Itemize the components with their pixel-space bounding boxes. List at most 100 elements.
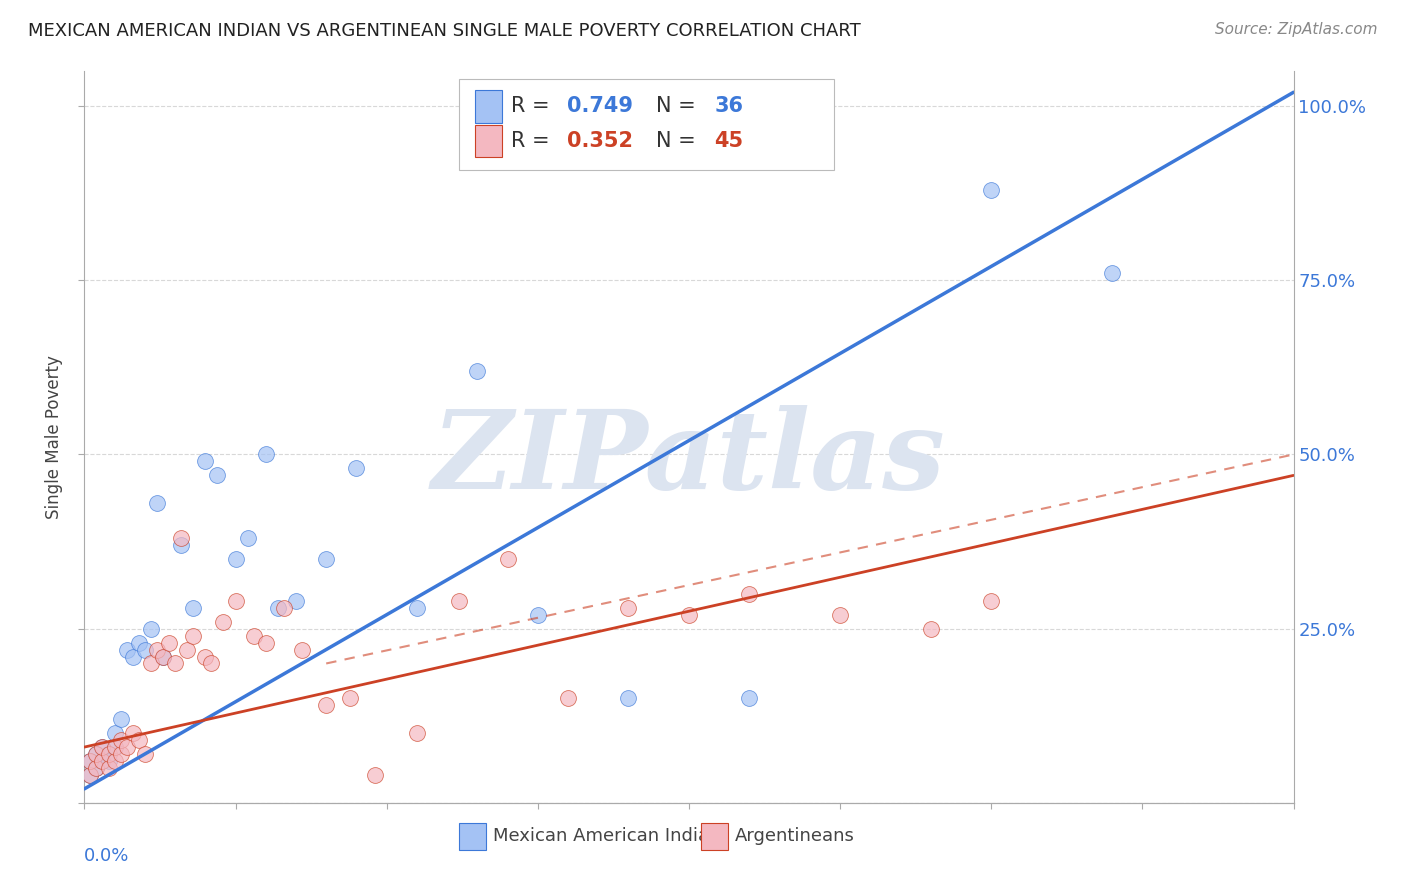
Point: [194, 649, 217, 664]
Point: [134, 747, 156, 761]
Point: [291, 642, 314, 657]
Point: [406, 726, 429, 740]
Point: [110, 733, 132, 747]
Point: [139, 657, 162, 671]
Point: [146, 642, 169, 657]
Point: [104, 754, 127, 768]
Point: [980, 594, 1002, 608]
Point: [91, 740, 114, 755]
Point: [97, 754, 120, 768]
Point: [200, 657, 222, 671]
Point: [121, 726, 143, 740]
Text: ZIPatlas: ZIPatlas: [432, 405, 946, 513]
Point: [152, 649, 174, 664]
Point: [225, 552, 247, 566]
Point: [406, 600, 429, 615]
FancyBboxPatch shape: [475, 90, 502, 122]
Point: [225, 594, 247, 608]
Point: [79, 754, 101, 768]
FancyBboxPatch shape: [460, 822, 486, 850]
Point: [738, 587, 761, 601]
Point: [110, 747, 132, 761]
Point: [315, 698, 337, 713]
Point: [738, 691, 761, 706]
Text: R =: R =: [512, 96, 557, 117]
Point: [86, 747, 108, 761]
Point: [254, 635, 277, 649]
Y-axis label: Single Male Poverty: Single Male Poverty: [45, 355, 63, 519]
Point: [86, 761, 108, 775]
Point: [97, 747, 120, 761]
Point: [617, 600, 640, 615]
Point: [91, 754, 114, 768]
Point: [139, 622, 162, 636]
Point: [449, 594, 471, 608]
Point: [1101, 266, 1123, 280]
Text: Source: ZipAtlas.com: Source: ZipAtlas.com: [1215, 22, 1378, 37]
Point: [363, 768, 385, 782]
Point: [194, 454, 217, 468]
Point: [920, 622, 942, 636]
Point: [285, 594, 308, 608]
Point: [496, 552, 519, 566]
FancyBboxPatch shape: [475, 125, 502, 157]
Point: [152, 649, 174, 664]
Point: [170, 531, 193, 545]
Point: [181, 629, 204, 643]
Text: MEXICAN AMERICAN INDIAN VS ARGENTINEAN SINGLE MALE POVERTY CORRELATION CHART: MEXICAN AMERICAN INDIAN VS ARGENTINEAN S…: [28, 22, 860, 40]
Point: [678, 607, 700, 622]
Point: [104, 740, 127, 755]
Point: [527, 607, 550, 622]
Point: [91, 754, 114, 768]
Point: [830, 607, 852, 622]
Point: [170, 538, 193, 552]
FancyBboxPatch shape: [702, 822, 728, 850]
Point: [97, 747, 120, 761]
Point: [207, 468, 229, 483]
Point: [339, 691, 361, 706]
Text: R =: R =: [512, 131, 557, 151]
FancyBboxPatch shape: [460, 78, 834, 170]
Text: 45: 45: [714, 131, 744, 151]
Point: [104, 740, 127, 755]
Text: 0.749: 0.749: [567, 96, 633, 117]
Text: N =: N =: [657, 96, 703, 117]
Point: [128, 635, 150, 649]
Point: [115, 740, 138, 755]
Text: 0.0%: 0.0%: [84, 847, 129, 864]
Point: [557, 691, 579, 706]
Point: [134, 642, 156, 657]
Text: 0.352: 0.352: [567, 131, 633, 151]
Point: [79, 754, 101, 768]
Point: [617, 691, 640, 706]
Point: [86, 747, 108, 761]
Point: [315, 552, 337, 566]
Point: [146, 496, 169, 510]
Point: [467, 364, 489, 378]
Point: [121, 649, 143, 664]
Text: 36: 36: [714, 96, 744, 117]
Point: [165, 657, 187, 671]
Point: [236, 531, 259, 545]
Point: [267, 600, 290, 615]
Point: [79, 768, 101, 782]
Text: Mexican American Indians: Mexican American Indians: [494, 828, 730, 846]
Point: [97, 761, 120, 775]
Point: [212, 615, 235, 629]
Point: [242, 629, 264, 643]
Point: [346, 461, 368, 475]
Point: [176, 642, 198, 657]
Point: [181, 600, 204, 615]
Text: N =: N =: [657, 131, 703, 151]
Point: [86, 761, 108, 775]
Point: [157, 635, 180, 649]
Point: [128, 733, 150, 747]
Point: [115, 642, 138, 657]
Point: [980, 183, 1002, 197]
Point: [91, 740, 114, 755]
Point: [273, 600, 295, 615]
Point: [254, 448, 277, 462]
Point: [79, 768, 101, 782]
Point: [104, 726, 127, 740]
Text: Argentineans: Argentineans: [735, 828, 855, 846]
